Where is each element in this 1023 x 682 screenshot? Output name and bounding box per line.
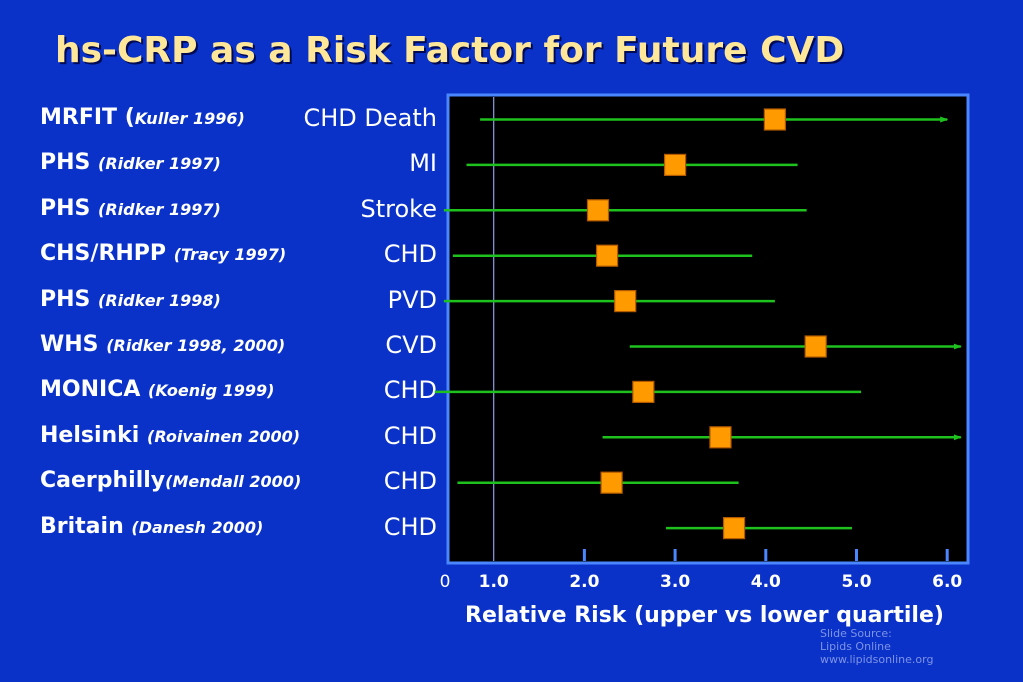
- study-outcome: MI: [409, 149, 437, 178]
- study-label: Caerphilly(Mendall 2000): [40, 463, 301, 500]
- study-name: MONICA: [40, 377, 149, 403]
- study-name: Helsinki: [40, 422, 148, 448]
- study-row: PHS (Ridker 1997) MI: [40, 145, 437, 181]
- study-name: Britain: [40, 513, 132, 539]
- study-label: PHS (Ridker 1997): [40, 145, 221, 182]
- source-url: www.lipidsonline.org: [820, 653, 934, 666]
- x-axis-label: Relative Risk (upper vs lower quartile): [465, 603, 944, 628]
- study-outcome: CHD Death: [303, 104, 438, 132]
- study-label: PHS (Ridker 1997): [40, 191, 221, 228]
- slide-source: Slide Source: Lipids Online www.lipidson…: [820, 627, 933, 666]
- study-outcome: Stroke: [360, 194, 437, 223]
- study-row: Caerphilly(Mendall 2000) CHD: [40, 463, 437, 499]
- study-row: PHS (Ridker 1998) PVD: [40, 282, 437, 318]
- study-label: Helsinki (Roivainen 2000): [40, 418, 300, 455]
- study-citation: (Ridker 1997): [98, 199, 221, 219]
- study-row: MONICA (Koenig 1999) CHD: [40, 372, 437, 408]
- study-outcome: CHD: [383, 376, 437, 405]
- point-estimate: [804, 335, 827, 358]
- study-row: WHS (Ridker 1998, 2000) CVD: [40, 327, 437, 363]
- study-name: Caerphilly: [40, 468, 166, 494]
- study-name: MRFIT (: [40, 105, 135, 130]
- plot-area: [446, 93, 970, 565]
- point-estimate: [763, 108, 786, 131]
- slide-title: hs-CRP as a Risk Factor for Future CVD: [55, 30, 845, 71]
- point-estimate: [709, 426, 732, 449]
- study-row: Helsinki (Roivainen 2000) CHD: [40, 418, 437, 454]
- study-label: MONICA (Koenig 1999): [40, 372, 274, 409]
- study-name: WHS: [40, 332, 107, 357]
- study-citation: (Koenig 1999): [148, 381, 275, 401]
- study-name: CHS/RHPP: [40, 241, 174, 267]
- point-estimate: [595, 244, 619, 267]
- study-outcome: CHD: [383, 512, 437, 541]
- study-citation: (Ridker 1997): [98, 154, 221, 174]
- study-row: PHS (Ridker 1997) Stroke: [40, 191, 437, 227]
- point-estimate: [663, 153, 687, 176]
- study-outcome: CVD: [385, 331, 437, 359]
- source-name: Lipids Online: [820, 640, 891, 653]
- x-tick-label: 5.0: [841, 572, 871, 592]
- study-citation: (Ridker 1998): [98, 290, 221, 310]
- study-label: Britain (Danesh 2000): [40, 509, 263, 546]
- x-tick-label: 4.0: [751, 572, 781, 592]
- point-estimate: [600, 471, 623, 494]
- study-name: PHS: [40, 150, 99, 176]
- study-outcome: CHD: [383, 240, 437, 269]
- study-name: PHS: [40, 195, 99, 221]
- study-citation: (Tracy 1997): [173, 245, 287, 265]
- study-citation: (Roivainen 2000): [147, 426, 301, 446]
- point-estimate: [632, 380, 655, 403]
- study-label: WHS (Ridker 1998, 2000): [40, 327, 285, 364]
- study-outcome: PVD: [387, 285, 437, 314]
- study-row: Britain (Danesh 2000) CHD: [40, 509, 437, 545]
- study-label: MRFIT (Kuller 1996): [40, 100, 245, 137]
- point-estimate: [586, 199, 610, 222]
- study-name: PHS: [40, 286, 99, 312]
- x-tick-label: 0: [440, 572, 451, 592]
- study-outcome: CHD: [383, 421, 437, 450]
- study-label: PHS (Ridker 1998): [40, 282, 221, 319]
- study-citation: Kuller 1996): [134, 109, 245, 128]
- study-citation: (Mendall 2000): [165, 472, 302, 492]
- source-label: Slide Source:: [820, 627, 892, 640]
- x-tick-label: 1.0: [479, 572, 509, 592]
- x-tick-label: 3.0: [660, 572, 690, 592]
- study-citation: (Danesh 2000): [131, 517, 264, 537]
- point-estimate: [614, 290, 637, 313]
- study-label: CHS/RHPP (Tracy 1997): [40, 236, 286, 273]
- study-row: CHS/RHPP (Tracy 1997) CHD: [40, 236, 437, 272]
- x-tick-label: 2.0: [569, 572, 599, 592]
- point-estimate: [722, 516, 746, 540]
- study-citation: (Ridker 1998, 2000): [106, 336, 286, 355]
- study-outcome: CHD: [383, 467, 437, 496]
- study-row: MRFIT (Kuller 1996) CHD Death: [40, 100, 437, 136]
- x-tick-label: 6.0: [932, 572, 962, 592]
